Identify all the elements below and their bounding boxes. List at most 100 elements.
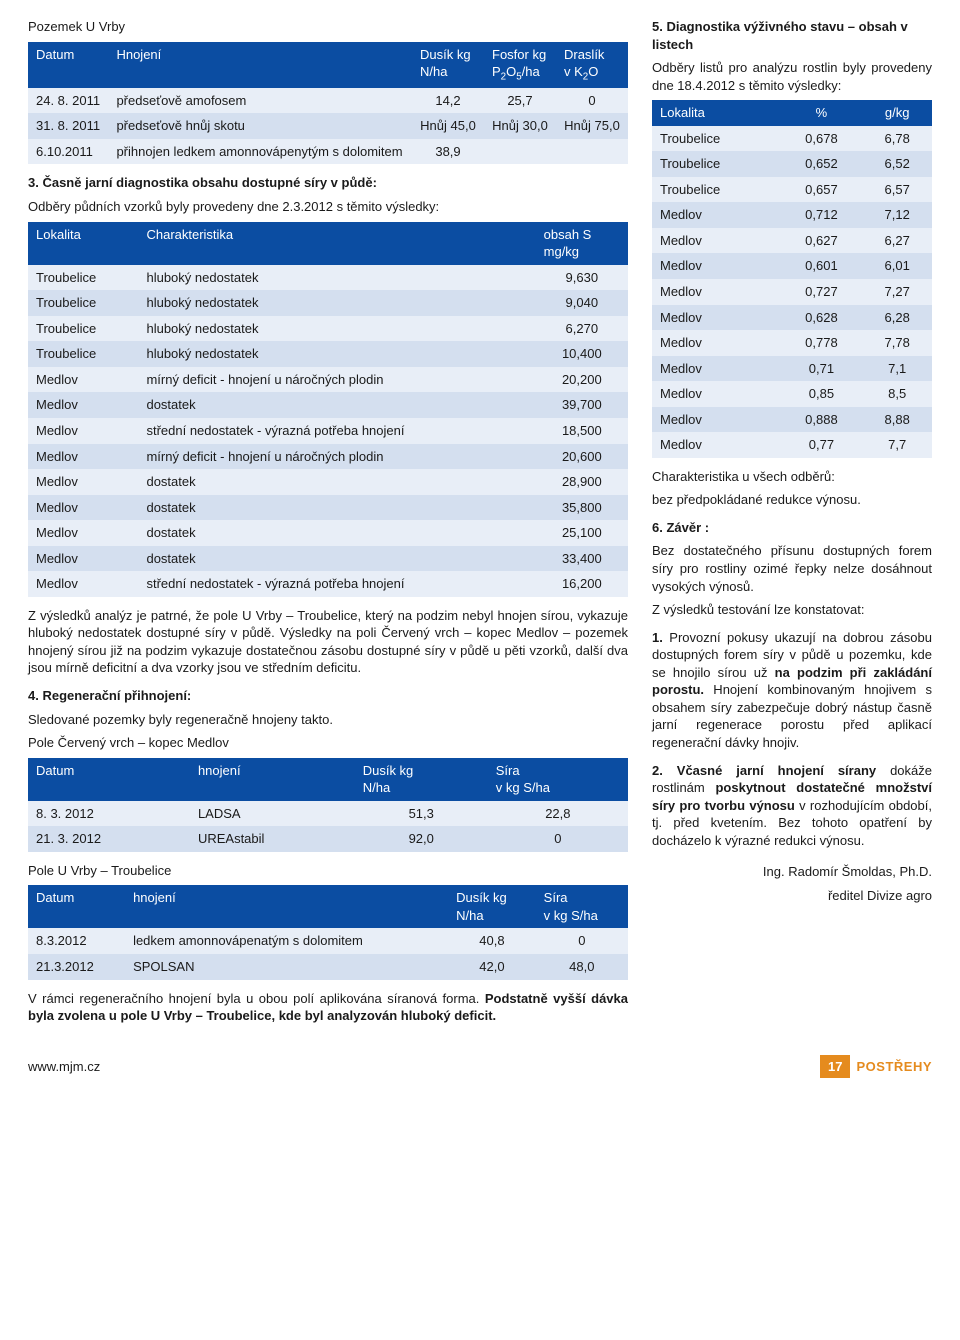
cell: 0,601 <box>781 253 863 279</box>
pozemek-title: Pozemek U Vrby <box>28 18 628 36</box>
cell: 42,0 <box>448 954 536 980</box>
cell: 9,630 <box>536 265 628 291</box>
page-footer: www.mjm.cz 17 POSTŘEHY <box>28 1055 932 1079</box>
cell: Medlov <box>652 356 781 382</box>
cell: 6,57 <box>862 177 932 203</box>
cell: 0 <box>556 88 628 114</box>
table-row: Medlov0,6016,01 <box>652 253 932 279</box>
cell: Medlov <box>28 520 138 546</box>
table-row: 21. 3. 2012UREAstabil92,00 <box>28 826 628 852</box>
cell: 6,28 <box>862 305 932 331</box>
cell: mírný deficit - hnojení u náročných plod… <box>138 367 535 393</box>
cell: 0,628 <box>781 305 863 331</box>
cell: 0,627 <box>781 228 863 254</box>
table-header-row: Lokalita % g/kg <box>652 100 932 126</box>
table-row: Medlov0,858,5 <box>652 381 932 407</box>
cell: 0,71 <box>781 356 863 382</box>
cell: 0,85 <box>781 381 863 407</box>
cell: 6.10.2011 <box>28 139 108 165</box>
table-u-vrby-troubelice: Datum hnojení Dusík kgN/ha Sírav kg S/ha… <box>28 885 628 979</box>
th-datum: Datum <box>28 42 108 88</box>
cell: Medlov <box>28 367 138 393</box>
cell: 0,678 <box>781 126 863 152</box>
table-row: Medlov0,7787,78 <box>652 330 932 356</box>
table-row: Medlov0,6276,27 <box>652 228 932 254</box>
table-row: Medlovdostatek25,100 <box>28 520 628 546</box>
table-row: Medlovdostatek35,800 <box>28 495 628 521</box>
signature-title: ředitel Divize agro <box>652 887 932 905</box>
cell: Medlov <box>28 392 138 418</box>
table-row: Troubelice0,6786,78 <box>652 126 932 152</box>
section-4-title-text: 4. Regenerační přihnojení: <box>28 688 191 703</box>
cell: UREAstabil <box>190 826 355 852</box>
th-percent: % <box>781 100 863 126</box>
th-datum: Datum <box>28 885 125 928</box>
section-6-title-text: 6. Závěr : <box>652 520 709 535</box>
cell: přihnojen ledkem amonnovápenytým s dolom… <box>108 139 412 165</box>
cell: 33,400 <box>536 546 628 572</box>
signature-name: Ing. Radomír Šmoldas, Ph.D. <box>652 863 932 881</box>
cell: 39,700 <box>536 392 628 418</box>
footer-url: www.mjm.cz <box>28 1058 100 1076</box>
point-2: 2. Včasné jarní hnojení sírany dokáže ro… <box>652 762 932 850</box>
table-row: Troubelicehluboký nedostatek10,400 <box>28 341 628 367</box>
cell: 7,7 <box>862 432 932 458</box>
cell: 0,712 <box>781 202 863 228</box>
cell: střední nedostatek - výrazná potřeba hno… <box>138 418 535 444</box>
th-obsah-s: obsah Smg/kg <box>536 222 628 265</box>
table-row: Medlov0,8888,88 <box>652 407 932 433</box>
cell: dostatek <box>138 392 535 418</box>
table-row: Troubelicehluboký nedostatek6,270 <box>28 316 628 342</box>
th-hnojeni: hnojení <box>125 885 448 928</box>
table-row: 21.3.2012SPOLSAN42,048,0 <box>28 954 628 980</box>
table-header-row: Datum hnojení Dusík kgN/ha Sírav kg S/ha <box>28 758 628 801</box>
table-pozemek-u-vrby: Datum Hnojení Dusík kgN/ha Fosfor kgP2O5… <box>28 42 628 165</box>
section-5-line: Odběry listů pro analýzu rostlin byly pr… <box>652 59 932 94</box>
table-header-row: Lokalita Charakteristika obsah Smg/kg <box>28 222 628 265</box>
cell: 0,657 <box>781 177 863 203</box>
cell: Medlov <box>28 495 138 521</box>
table-row: Troubelice0,6526,52 <box>652 151 932 177</box>
cell: Hnůj 45,0 <box>412 113 484 139</box>
table-row: Medlovdostatek39,700 <box>28 392 628 418</box>
section-3-title: 3. Časně jarní diagnostika obsahu dostup… <box>28 174 628 192</box>
cell: Troubelice <box>652 177 781 203</box>
right-column: 5. Diagnostika výživného stavu – obsah v… <box>652 18 932 1031</box>
cell: 21.3.2012 <box>28 954 125 980</box>
section-4-line1: Sledované pozemky byly regeneračně hnoje… <box>28 711 628 729</box>
cell: Medlov <box>28 571 138 597</box>
table-header-row: Datum Hnojení Dusík kgN/ha Fosfor kgP2O5… <box>28 42 628 88</box>
cell: Hnůj 75,0 <box>556 113 628 139</box>
cell: dostatek <box>138 520 535 546</box>
table-row: 8. 3. 2012LADSA51,322,8 <box>28 801 628 827</box>
section-4-title: 4. Regenerační přihnojení: <box>28 687 628 705</box>
th-lokalita: Lokalita <box>28 222 138 265</box>
cell: Medlov <box>28 418 138 444</box>
cell: dostatek <box>138 495 535 521</box>
cell: Medlov <box>28 444 138 470</box>
section-5-title-text: 5. Diagnostika výživného stavu – obsah v… <box>652 19 908 52</box>
th-sira: Sírav kg S/ha <box>536 885 628 928</box>
th-hnojeni: hnojení <box>190 758 355 801</box>
cell: 0,652 <box>781 151 863 177</box>
th-dusik: Dusík kgN/ha <box>355 758 488 801</box>
table-row: 24. 8. 2011 předseťově amofosem 14,2 25,… <box>28 88 628 114</box>
table-row: Medlov0,7127,12 <box>652 202 932 228</box>
footer-page-number: 17 <box>820 1055 850 1079</box>
cell: 6,270 <box>536 316 628 342</box>
table-row: Medlovmírný deficit - hnojení u náročnýc… <box>28 367 628 393</box>
section-3-title-text: 3. Časně jarní diagnostika obsahu dostup… <box>28 175 377 190</box>
table-row: Troubelice0,6576,57 <box>652 177 932 203</box>
cell: 0 <box>536 928 628 954</box>
table-row: Medlov0,717,1 <box>652 356 932 382</box>
cell: Medlov <box>652 228 781 254</box>
th-gkg: g/kg <box>862 100 932 126</box>
cell: 48,0 <box>536 954 628 980</box>
table-row: 31. 8. 2011 předseťově hnůj skotu Hnůj 4… <box>28 113 628 139</box>
cell: 8.3.2012 <box>28 928 125 954</box>
cell: 24. 8. 2011 <box>28 88 108 114</box>
cell: Medlov <box>652 202 781 228</box>
cell: Medlov <box>652 407 781 433</box>
cell <box>556 139 628 165</box>
table-row: 6.10.2011 přihnojen ledkem amonnovápenyt… <box>28 139 628 165</box>
